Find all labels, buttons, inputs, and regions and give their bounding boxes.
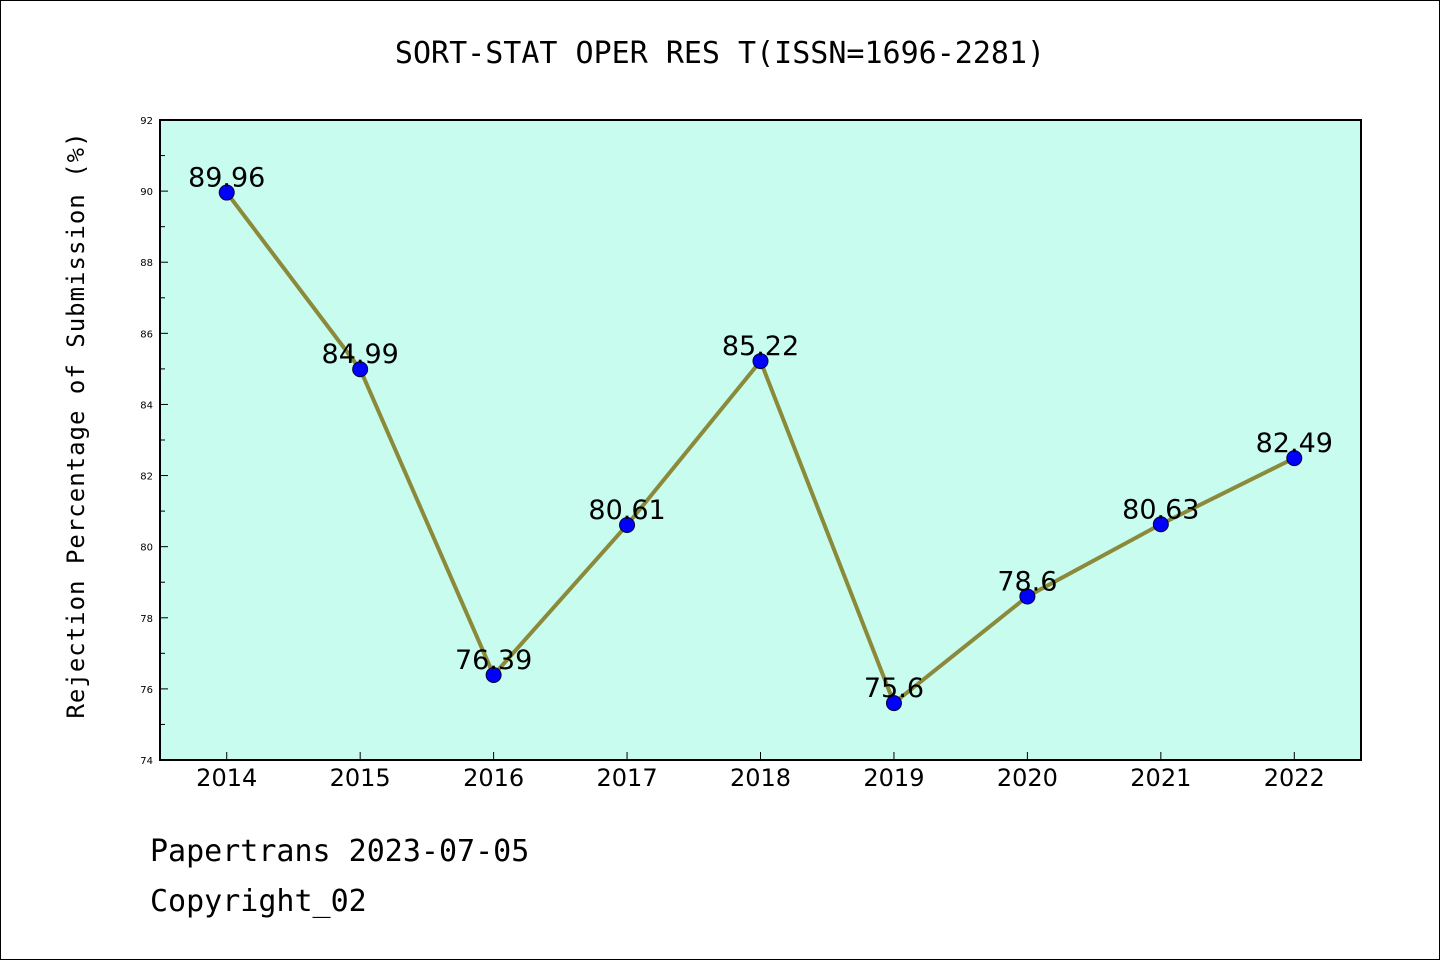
y-tick-label: 88 [140,258,153,269]
data-label: 82.49 [1256,428,1333,459]
data-label: 80.61 [588,495,665,526]
footer-copyright: Copyright_02 [150,884,367,919]
chart-title: SORT-STAT OPER RES T(ISSN=1696-2281) [394,36,1046,71]
x-tick-label: 2021 [1130,764,1191,792]
x-tick-label: 2016 [463,764,524,792]
x-tick-label: 2014 [196,764,257,792]
data-label: 80.63 [1122,494,1199,525]
data-label: 76.39 [455,645,532,676]
data-label: 75.6 [864,673,924,704]
y-tick-label: 84 [140,400,153,411]
data-point [619,516,636,533]
data-label: 89.96 [188,163,265,194]
y-tick-label: 92 [140,116,153,127]
plot-border [159,119,1362,761]
y-tick-label: 80 [140,543,153,554]
footer-date: Papertrans 2023-07-05 [150,834,530,869]
y-tick-label: 90 [140,187,153,198]
y-tick-label: 74 [140,756,153,767]
data-point [1152,516,1169,533]
data-label: 84.99 [322,339,399,370]
x-tick-label: 2019 [863,764,924,792]
data-point [885,695,902,712]
y-tick-label: 86 [140,329,153,340]
data-point [218,184,235,201]
x-tick-label: 2022 [1264,764,1325,792]
data-point [752,353,769,370]
y-axis-label: Rejection Percentage of Submission (%) [62,131,90,718]
x-tick-label: 2020 [997,764,1058,792]
plot-area [160,120,1361,760]
y-tick-label: 82 [140,472,153,483]
x-tick-label: 2017 [597,764,658,792]
x-tick-label: 2015 [330,764,391,792]
data-point [352,361,369,378]
data-point [1286,450,1303,467]
data-point [1019,588,1036,605]
data-point [485,667,502,684]
data-label: 78.6 [997,566,1057,597]
y-tick-label: 78 [140,614,153,625]
x-tick-label: 2018 [730,764,791,792]
data-label: 85.22 [722,331,799,362]
y-tick-label: 76 [140,685,153,696]
